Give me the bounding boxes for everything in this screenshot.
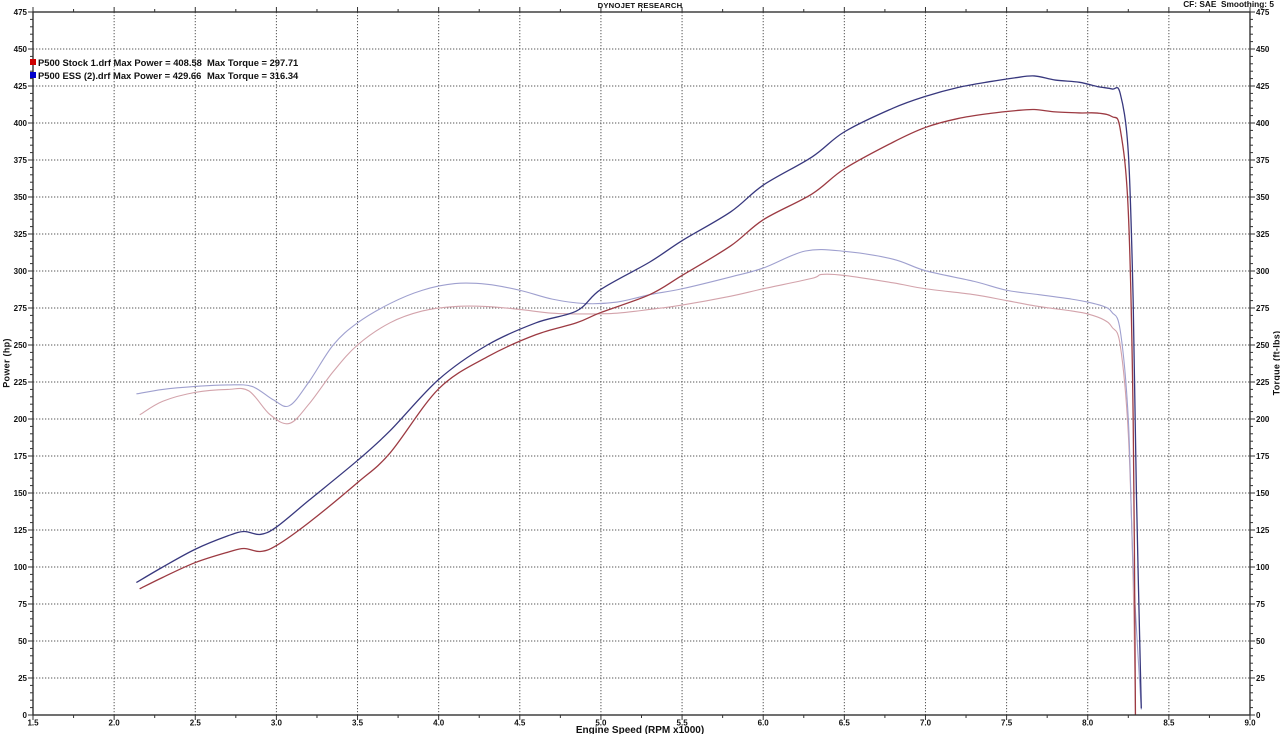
svg-text:275: 275	[1256, 304, 1270, 313]
svg-text:3.5: 3.5	[352, 719, 364, 728]
svg-text:325: 325	[14, 230, 28, 239]
svg-text:175: 175	[14, 452, 28, 461]
svg-text:375: 375	[1256, 156, 1270, 165]
svg-text:125: 125	[14, 526, 28, 535]
svg-text:1.5: 1.5	[27, 719, 39, 728]
svg-text:200: 200	[14, 415, 28, 424]
svg-text:350: 350	[1256, 193, 1270, 202]
svg-text:175: 175	[1256, 452, 1270, 461]
svg-text:8.0: 8.0	[1082, 719, 1094, 728]
svg-text:9.0: 9.0	[1244, 719, 1256, 728]
svg-text:375: 375	[14, 156, 28, 165]
svg-text:125: 125	[1256, 526, 1270, 535]
svg-text:200: 200	[1256, 415, 1270, 424]
svg-text:450: 450	[1256, 45, 1270, 54]
svg-text:225: 225	[1256, 378, 1270, 387]
svg-text:300: 300	[14, 267, 28, 276]
svg-text:350: 350	[14, 193, 28, 202]
svg-text:25: 25	[18, 674, 27, 683]
svg-text:150: 150	[14, 489, 28, 498]
svg-text:425: 425	[14, 82, 28, 91]
svg-text:4.5: 4.5	[514, 719, 526, 728]
svg-text:400: 400	[1256, 119, 1270, 128]
svg-text:8.5: 8.5	[1163, 719, 1175, 728]
svg-text:7.5: 7.5	[1001, 719, 1013, 728]
svg-text:275: 275	[14, 304, 28, 313]
svg-text:250: 250	[1256, 341, 1270, 350]
svg-text:75: 75	[1256, 600, 1265, 609]
svg-text:150: 150	[1256, 489, 1270, 498]
svg-text:425: 425	[1256, 82, 1270, 91]
svg-text:400: 400	[14, 119, 28, 128]
svg-text:6.0: 6.0	[758, 719, 770, 728]
svg-text:2.0: 2.0	[109, 719, 121, 728]
svg-text:450: 450	[14, 45, 28, 54]
svg-text:25: 25	[1256, 674, 1265, 683]
svg-text:0: 0	[1256, 711, 1261, 720]
svg-text:100: 100	[14, 563, 28, 572]
svg-text:7.0: 7.0	[920, 719, 932, 728]
svg-text:325: 325	[1256, 230, 1270, 239]
svg-text:3.0: 3.0	[271, 719, 283, 728]
svg-text:75: 75	[18, 600, 27, 609]
svg-text:300: 300	[1256, 267, 1270, 276]
svg-text:100: 100	[1256, 563, 1270, 572]
svg-text:225: 225	[14, 378, 28, 387]
svg-text:2.5: 2.5	[190, 719, 202, 728]
svg-text:50: 50	[1256, 637, 1265, 646]
svg-text:50: 50	[18, 637, 27, 646]
svg-text:6.5: 6.5	[839, 719, 851, 728]
svg-text:250: 250	[14, 341, 28, 350]
svg-text:4.0: 4.0	[433, 719, 445, 728]
